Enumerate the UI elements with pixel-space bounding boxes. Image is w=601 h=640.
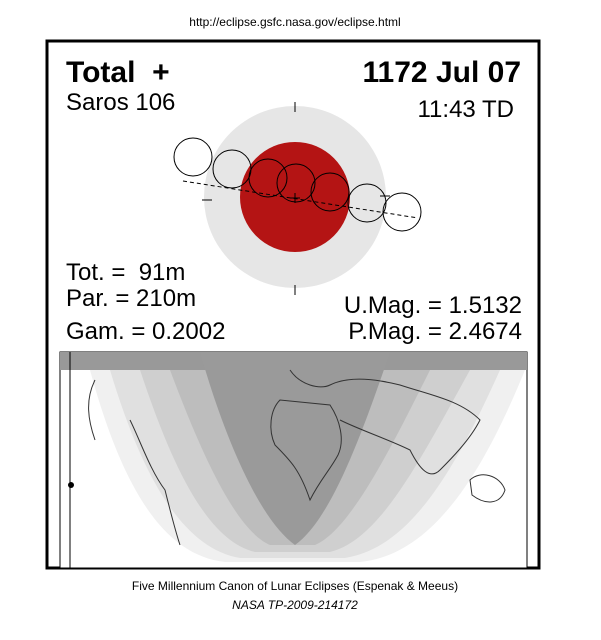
time: 11:43 TD bbox=[417, 96, 514, 123]
eclipse-type: Total + bbox=[66, 56, 170, 89]
world-map bbox=[59, 351, 528, 569]
total-duration: Tot. = 91m bbox=[66, 259, 185, 286]
saros: Saros 106 bbox=[66, 89, 175, 116]
gamma: Gam. = 0.2002 bbox=[66, 318, 225, 345]
moon-positions bbox=[173, 137, 422, 232]
map-marker bbox=[68, 482, 74, 488]
eclipse-date: 1172 Jul 07 bbox=[363, 56, 521, 89]
moon-path bbox=[182, 180, 419, 219]
umbral-magnitude: U.Mag. = 1.5132 bbox=[344, 292, 522, 319]
footer-line2: NASA TP-2009-214172 bbox=[232, 598, 358, 612]
footer-line1: Five Millennium Canon of Lunar Eclipses … bbox=[132, 579, 458, 593]
url: http://eclipse.gsfc.nasa.gov/eclipse.htm… bbox=[189, 15, 400, 29]
partial-duration: Par. = 210m bbox=[66, 285, 196, 312]
penumbral-magnitude: P.Mag. = 2.4674 bbox=[348, 318, 522, 345]
eclipse-diagram bbox=[173, 102, 422, 295]
